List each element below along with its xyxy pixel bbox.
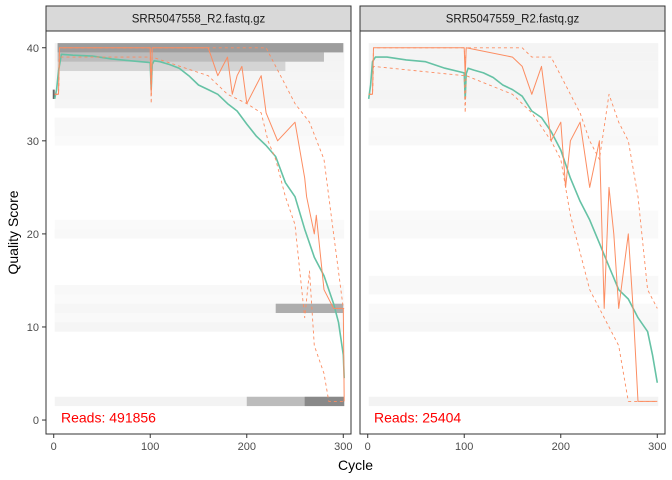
quality-band-dense: [304, 396, 345, 407]
quality-band: [368, 126, 659, 137]
quality-band: [54, 52, 345, 62]
facet-label: SRR5047559_R2.fastq.gz: [446, 14, 580, 26]
series-line-q25: [368, 65, 658, 402]
lines-layer: [53, 47, 345, 402]
quality-band: [54, 322, 345, 332]
lines-layer: [367, 47, 659, 402]
reads-count-label: Reads: 25404: [374, 410, 461, 426]
quality-band: [368, 313, 659, 323]
quality-band: [54, 89, 345, 99]
quality-band-dense: [57, 61, 286, 72]
quality-band: [368, 80, 659, 90]
quality-band: [54, 313, 345, 323]
x-axis: 0 100 200 300: [365, 434, 666, 453]
facet-panel-1: SRR5047558_R2.fastq.gz Reads: 491856 0 10…: [27, 5, 352, 453]
quality-band-dense: [52, 89, 55, 99]
x-tick-label: 200: [552, 441, 570, 453]
series-line-mean: [53, 53, 345, 379]
x-tick-label: 300: [334, 441, 352, 453]
quality-band: [368, 89, 659, 99]
quality-band-dense: [246, 396, 345, 407]
panel-border: [359, 30, 666, 435]
facet-label: SRR5047558_R2.fastq.gz: [132, 14, 266, 26]
quality-band: [54, 136, 345, 146]
y-tick-label: 10: [27, 322, 39, 334]
quality-band: [54, 303, 345, 314]
y-tick-label: 20: [27, 229, 39, 241]
quality-band: [368, 98, 659, 109]
reads-count-label: Reads: 491856: [61, 410, 156, 426]
x-tick-label: 100: [141, 441, 159, 453]
y-axis: 0 10 20 30 40: [27, 43, 46, 427]
quality-band: [54, 229, 345, 239]
x-tick-label: 0: [51, 441, 57, 453]
quality-band: [54, 117, 345, 127]
quality-band: [368, 285, 659, 295]
quality-band-dense: [57, 52, 324, 62]
x-tick-label: 200: [238, 441, 256, 453]
quality-band: [368, 210, 659, 220]
x-axis: 0 100 200 300: [51, 434, 352, 453]
strip-background: [359, 5, 666, 32]
quality-band: [54, 294, 345, 304]
y-tick-label: 0: [33, 415, 39, 427]
quality-band: [54, 285, 345, 295]
series-line-q25: [54, 56, 345, 402]
quality-band: [368, 322, 659, 332]
y-tick-label: 30: [27, 136, 39, 148]
quality-band: [54, 126, 345, 137]
heatmap-layer: [368, 43, 659, 407]
series-line-mean: [367, 56, 659, 383]
quality-band: [368, 136, 659, 146]
quality-band: [368, 229, 659, 239]
heatmap-layer: [52, 43, 345, 407]
quality-band-dense: [275, 303, 344, 314]
facet-panel-2: SRR5047559_R2.fastq.gz Reads: 25404 0 100…: [359, 5, 666, 453]
quality-band: [368, 275, 659, 286]
x-axis-title: Cycle: [338, 457, 373, 473]
series-line-q75: [54, 47, 345, 309]
quality-band: [54, 98, 345, 109]
y-tick-label: 40: [27, 43, 39, 55]
quality-band: [368, 61, 659, 72]
y-axis-title: Quality Score: [5, 190, 21, 274]
series-line-median: [368, 47, 658, 402]
quality-band: [368, 52, 659, 62]
x-tick-label: 300: [648, 441, 666, 453]
strip-background: [45, 5, 352, 32]
quality-band: [368, 219, 659, 230]
quality-band: [368, 43, 659, 53]
quality-band: [368, 303, 659, 314]
quality-band: [368, 117, 659, 127]
quality-band: [54, 71, 345, 81]
quality-band: [54, 396, 345, 407]
panel-border: [45, 30, 352, 435]
quality-band: [54, 219, 345, 230]
series-line-median: [54, 47, 345, 402]
quality-band: [368, 71, 659, 81]
quality-band: [368, 396, 659, 407]
quality-band: [54, 61, 345, 72]
x-tick-label: 100: [455, 441, 473, 453]
x-tick-label: 0: [365, 441, 371, 453]
series-line-q75: [368, 47, 658, 309]
